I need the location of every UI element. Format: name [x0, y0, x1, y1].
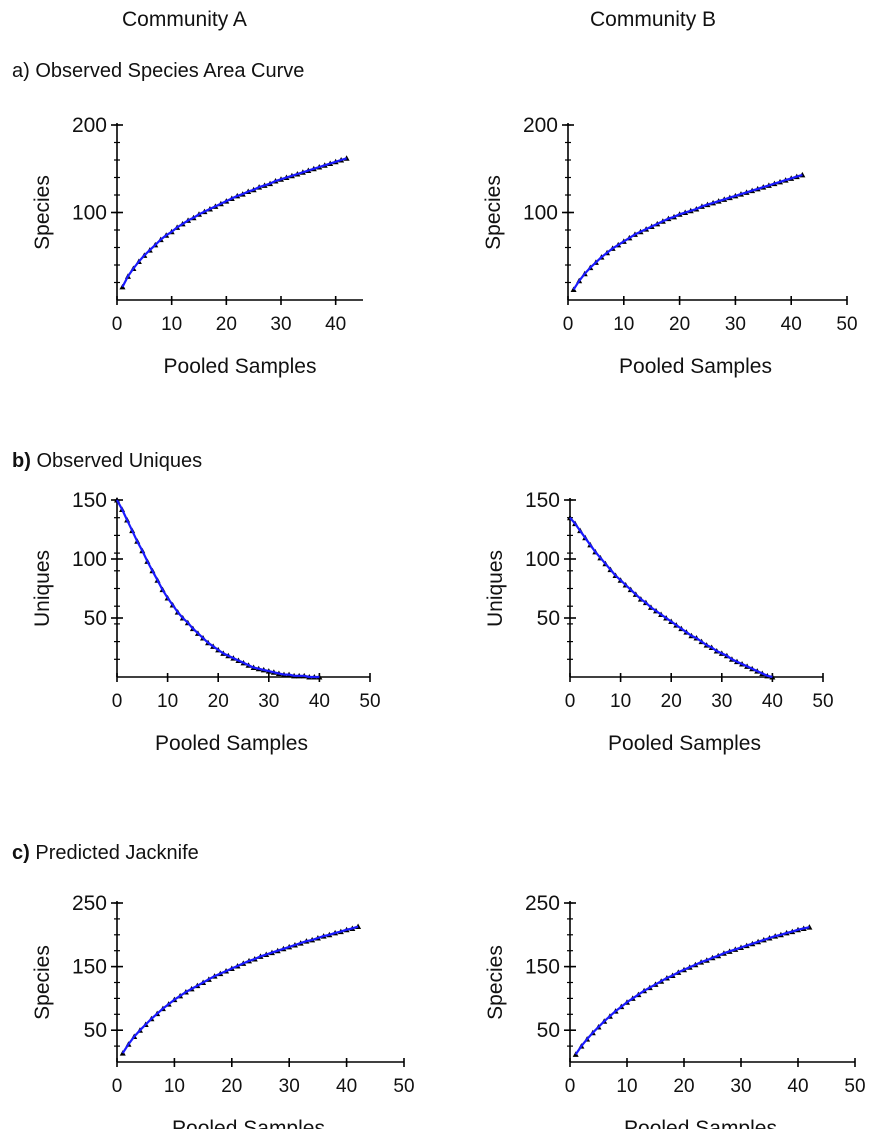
chart-a-B-x-tick-label: 10: [613, 314, 634, 335]
chart-c-B-y-axis-label: Species: [484, 945, 507, 1020]
chart-c-A-x-tick-label: 0: [112, 1076, 123, 1097]
chart-c-B-x-tick-label: 10: [616, 1076, 637, 1097]
chart-b-A-x-tick-label: 20: [208, 691, 229, 712]
chart-b-B-x-tick-label: 50: [812, 691, 833, 712]
chart-c-B-x-tick-label: 30: [730, 1076, 751, 1097]
chart-a-A-y-tick-label: 100: [72, 202, 107, 225]
chart-a-A-y-axis-label: Species: [31, 175, 54, 250]
chart-c-A-x-tick-label: 10: [164, 1076, 185, 1097]
chart-a-B-x-tick-label: 20: [669, 314, 690, 335]
chart-b-B-x-tick-label: 30: [711, 691, 732, 712]
chart-a-A-fit-curve: [121, 157, 347, 288]
chart-b-A-x-tick-label: 30: [258, 691, 279, 712]
chart-c-B-x-tick-label: 50: [844, 1076, 865, 1097]
chart-b-B-x-tick-label: 0: [565, 691, 576, 712]
chart-b-A-x-tick-label: 0: [112, 691, 123, 712]
chart-b-B-x-tick-label: 10: [610, 691, 631, 712]
section-letter-a: a): [12, 60, 30, 82]
chart-a-A-x-axis-label: Pooled Samples: [164, 355, 317, 378]
chart-a-B-y-tick-label: 100: [523, 202, 558, 225]
column-title-community-a: Community A: [122, 8, 247, 31]
column-title-community-b: Community B: [590, 8, 717, 31]
chart-b-B-y-tick-label: 50: [537, 607, 560, 630]
chart-c-A-x-axis-label: Pooled Samples: [172, 1117, 325, 1129]
section-title-c: c) Predicted Jacknife: [12, 842, 199, 865]
chart-a-B-fit-curve: [572, 173, 803, 291]
chart-a-A-x-tick-label: 10: [161, 314, 182, 335]
chart-a-A-x-tick-label: 20: [216, 314, 237, 335]
chart-c-A-y-axis-label: Species: [31, 945, 54, 1020]
chart-b-B-y-tick-label: 150: [525, 489, 560, 512]
chart-b-B-x-tick-label: 40: [762, 691, 783, 712]
chart-b-B-y-axis-label: Uniques: [484, 550, 507, 627]
chart-c-A-y-tick-label: 150: [72, 956, 107, 979]
chart-a-B-x-tick-label: 40: [781, 314, 802, 335]
chart-b-A-x-tick-label: 10: [157, 691, 178, 712]
chart-a-A-y-tick-label: 200: [72, 114, 107, 137]
chart-a-B-y-axis-label: Species: [482, 175, 505, 250]
chart-c-A-x-tick-label: 40: [336, 1076, 357, 1097]
chart-b-A-y-tick-label: 150: [72, 489, 107, 512]
chart-b-B-x-axis-label: Pooled Samples: [608, 732, 761, 755]
chart-c-A-x-tick-label: 20: [221, 1076, 242, 1097]
chart-c-B-y-tick-label: 50: [537, 1019, 560, 1042]
chart-c-A-y-tick-label: 50: [84, 1019, 107, 1042]
chart-b-A-y-axis-label: Uniques: [31, 550, 54, 627]
chart-c-A-fit-curve: [121, 925, 359, 1054]
section-title-a: a) Observed Species Area Curve: [12, 60, 304, 83]
chart-b-A-x-tick-label: 50: [359, 691, 380, 712]
chart-b-B-x-tick-label: 20: [661, 691, 682, 712]
section-label-c: Predicted Jacknife: [35, 842, 199, 864]
chart-c-A-y-tick-label: 250: [72, 892, 107, 915]
chart-c-A-x-tick-label: 30: [279, 1076, 300, 1097]
chart-b-A-x-tick-label: 40: [309, 691, 330, 712]
chart-a-B-x-tick-label: 30: [725, 314, 746, 335]
chart-c-B-y-tick-label: 250: [525, 892, 560, 915]
chart-c-B-x-axis-label: Pooled Samples: [624, 1117, 777, 1129]
chart-c-B-x-tick-label: 20: [673, 1076, 694, 1097]
chart-a-A-x-tick-label: 0: [112, 314, 123, 335]
chart-b-A-y-tick-label: 50: [84, 607, 107, 630]
chart-c-B-x-tick-label: 40: [787, 1076, 808, 1097]
chart-a-B-x-tick-label: 0: [563, 314, 574, 335]
chart-a-B-x-tick-label: 50: [836, 314, 857, 335]
chart-c-B-fit-curve: [574, 926, 810, 1056]
section-label-b: Observed Uniques: [36, 450, 203, 472]
chart-c-B-x-tick-label: 0: [565, 1076, 576, 1097]
section-letter-c: c): [12, 842, 30, 864]
chart-b-B-fit-curve: [569, 516, 773, 679]
chart-a-A-x-tick-label: 40: [325, 314, 346, 335]
chart-a-B-y-tick-label: 200: [523, 114, 558, 137]
chart-b-B-y-tick-label: 100: [525, 548, 560, 571]
chart-c-A-x-tick-label: 50: [393, 1076, 414, 1097]
chart-b-A-y-tick-label: 100: [72, 548, 107, 571]
section-letter-b: b): [12, 450, 31, 472]
section-label-a: Observed Species Area Curve: [35, 60, 305, 82]
chart-b-A-fit-curve: [116, 499, 320, 679]
chart-c-B-y-tick-label: 150: [525, 956, 560, 979]
section-title-b: b) Observed Uniques: [12, 450, 202, 473]
chart-a-B-x-axis-label: Pooled Samples: [619, 355, 772, 378]
chart-a-A-x-tick-label: 30: [270, 314, 291, 335]
chart-b-A-x-axis-label: Pooled Samples: [155, 732, 308, 755]
